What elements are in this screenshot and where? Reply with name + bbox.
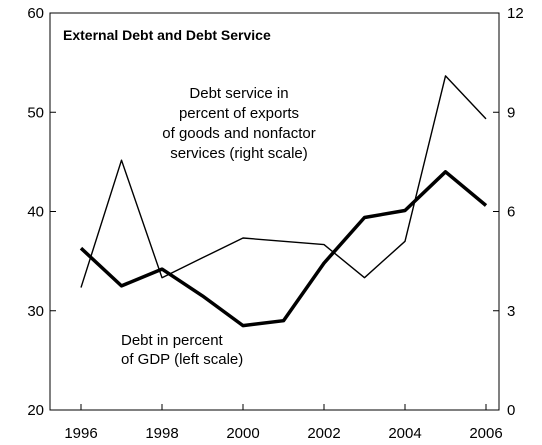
- debt-service-label-line: percent of exports: [179, 105, 299, 122]
- debt-service-label-line: Debt service in: [189, 85, 288, 102]
- x-axis: 1996 1998 2000 2002 2004 2006: [64, 404, 503, 442]
- left-tick-label: 30: [27, 303, 44, 320]
- left-tick-label: 40: [27, 204, 44, 221]
- series-annotations: Debt in percent of GDP (left scale) Debt s…: [121, 85, 316, 368]
- debt-service-label-line: services (right scale): [170, 145, 308, 162]
- x-tick-label: 2006: [469, 425, 502, 442]
- x-tick-label: 2002: [307, 425, 340, 442]
- x-tick-label: 2004: [388, 425, 421, 442]
- right-tick-label: 6: [507, 204, 515, 221]
- x-tick-label: 1996: [64, 425, 97, 442]
- chart-title: External Debt and Debt Service: [63, 27, 271, 43]
- x-tick-label: 1998: [145, 425, 178, 442]
- debt-service-line: [80, 75, 487, 288]
- series-layer: [79, 75, 488, 328]
- debt-gdp-label-line: Debt in percent: [121, 332, 224, 349]
- right-axis: 0 3 6 9 12: [493, 5, 524, 419]
- right-tick-label: 12: [507, 5, 524, 22]
- left-axis: 20 30 40 50 60: [27, 5, 56, 419]
- plot-frame: [49, 12, 500, 411]
- x-tick-label: 2000: [226, 425, 259, 442]
- left-tick-label: 50: [27, 104, 44, 121]
- right-tick-label: 0: [507, 402, 515, 419]
- debt-gdp-line: [79, 170, 488, 328]
- left-tick-label: 20: [27, 402, 44, 419]
- debt-gdp-label-line: of GDP (left scale): [121, 351, 243, 368]
- left-tick-label: 60: [27, 5, 44, 22]
- debt-service-label-line: of goods and nonfactor: [162, 125, 315, 142]
- right-tick-label: 9: [507, 104, 515, 121]
- right-tick-label: 3: [507, 303, 515, 320]
